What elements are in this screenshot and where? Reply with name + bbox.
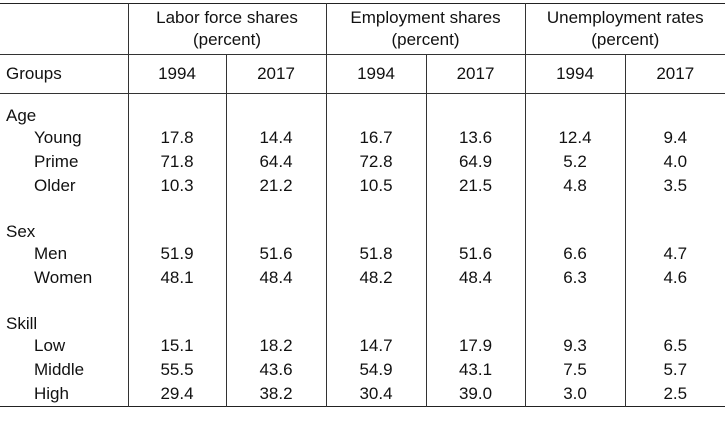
table-cell: 72.8 xyxy=(325,150,426,174)
header-year-row: Groups 1994 2017 1994 2017 1994 2017 xyxy=(0,54,725,94)
table-row: Women 48.1 48.4 48.2 48.4 6.3 4.6 xyxy=(0,266,725,290)
row-label: Middle xyxy=(34,360,85,379)
table-row: Men 51.9 51.6 51.8 51.6 6.6 4.7 xyxy=(0,242,725,266)
table-cell: 12.4 xyxy=(524,126,626,150)
table-row: High 29.4 38.2 30.4 39.0 3.0 2.5 xyxy=(0,382,725,407)
row-label: Men xyxy=(34,244,68,263)
table-cell: 4.7 xyxy=(624,242,725,266)
year-header: 2017 xyxy=(425,54,526,94)
table-cell: 38.2 xyxy=(225,382,326,407)
table-cell: 4.6 xyxy=(624,266,725,290)
group-name: Age xyxy=(6,106,37,125)
group-name: Sex xyxy=(6,222,36,241)
table-cell: 5.2 xyxy=(524,150,626,174)
header-group-row: Labor force shares (percent) Employment … xyxy=(0,3,725,55)
table-cell: 3.5 xyxy=(624,174,725,198)
group-name: Skill xyxy=(6,314,38,333)
row-label: Women xyxy=(34,268,93,287)
table-cell: 17.8 xyxy=(127,126,226,150)
spacer-row xyxy=(0,290,725,302)
column-group-title: Employment shares xyxy=(350,8,501,27)
table-cell: 13.6 xyxy=(425,126,526,150)
table-cell: 71.8 xyxy=(127,150,226,174)
table-cell: 15.1 xyxy=(127,334,226,358)
column-group-header: Unemployment rates (percent) xyxy=(524,3,725,55)
table-row: Prime 71.8 64.4 72.8 64.9 5.2 4.0 xyxy=(0,150,725,174)
row-label: Young xyxy=(34,128,82,147)
table-cell: 54.9 xyxy=(325,358,426,382)
table-cell: 51.6 xyxy=(425,242,526,266)
group-heading-row: Sex xyxy=(0,210,725,242)
column-group-header: Employment shares (percent) xyxy=(325,3,526,55)
table-cell: 48.4 xyxy=(225,266,326,290)
table-cell: 3.0 xyxy=(524,382,626,407)
column-group-title: Unemployment rates xyxy=(546,8,704,27)
column-group-unit: (percent) xyxy=(391,30,460,49)
table-cell: 64.4 xyxy=(225,150,326,174)
year-header: 2017 xyxy=(225,54,326,94)
table-cell: 51.6 xyxy=(225,242,326,266)
table-row: Older 10.3 21.2 10.5 21.5 4.8 3.5 xyxy=(0,174,725,198)
table-cell: 6.5 xyxy=(624,334,725,358)
data-table: Labor force shares (percent) Employment … xyxy=(0,3,725,407)
table-cell: 55.5 xyxy=(127,358,226,382)
column-group-unit: (percent) xyxy=(591,30,660,49)
table-cell: 51.9 xyxy=(127,242,226,266)
table-header: Labor force shares (percent) Employment … xyxy=(0,3,725,94)
table-cell: 21.5 xyxy=(425,174,526,198)
row-label: Prime xyxy=(34,152,79,171)
column-group-unit: (percent) xyxy=(192,30,262,49)
year-header: 1994 xyxy=(325,54,426,94)
year-header: 2017 xyxy=(624,54,725,94)
table-cell: 21.2 xyxy=(225,174,326,198)
table-cell: 10.5 xyxy=(325,174,426,198)
table-cell: 16.7 xyxy=(325,126,426,150)
table-cell: 48.2 xyxy=(325,266,426,290)
year-header: 1994 xyxy=(524,54,626,94)
table-cell: 48.1 xyxy=(127,266,226,290)
table-cell: 43.1 xyxy=(425,358,526,382)
table-cell: 4.0 xyxy=(624,150,725,174)
table-cell: 4.8 xyxy=(524,174,626,198)
groups-column-header: Groups xyxy=(6,64,62,83)
table-cell: 9.3 xyxy=(524,334,626,358)
table-body: Age Young 17.8 14.4 16.7 13.6 12.4 9.4 P… xyxy=(0,93,725,407)
group-heading-row: Skill xyxy=(0,302,725,334)
table-cell: 9.4 xyxy=(624,126,725,150)
table-row: Young 17.8 14.4 16.7 13.6 12.4 9.4 xyxy=(0,126,725,150)
table-row: Low 15.1 18.2 14.7 17.9 9.3 6.5 xyxy=(0,334,725,358)
table-cell: 30.4 xyxy=(325,382,426,407)
group-heading-row: Age xyxy=(0,93,725,126)
table-cell: 14.4 xyxy=(225,126,326,150)
column-group-header: Labor force shares (percent) xyxy=(127,3,326,55)
table-cell: 48.4 xyxy=(425,266,526,290)
table-cell: 6.3 xyxy=(524,266,626,290)
table-cell: 5.7 xyxy=(624,358,725,382)
table-row: Middle 55.5 43.6 54.9 43.1 7.5 5.7 xyxy=(0,358,725,382)
header-corner xyxy=(0,4,128,55)
table-cell: 43.6 xyxy=(225,358,326,382)
table-cell: 29.4 xyxy=(127,382,226,407)
table-cell: 18.2 xyxy=(225,334,326,358)
table-cell: 51.8 xyxy=(325,242,426,266)
spacer-row xyxy=(0,198,725,210)
table-cell: 39.0 xyxy=(425,382,526,407)
row-label: Low xyxy=(34,336,66,355)
column-group-title: Labor force shares xyxy=(156,8,298,27)
row-label: Older xyxy=(34,176,76,195)
year-header: 1994 xyxy=(127,54,226,94)
table-cell: 14.7 xyxy=(325,334,426,358)
table-cell: 2.5 xyxy=(624,382,725,407)
table-cell: 6.6 xyxy=(524,242,626,266)
row-label: High xyxy=(34,384,69,403)
table-cell: 10.3 xyxy=(127,174,226,198)
table-cell: 7.5 xyxy=(524,358,626,382)
table-cell: 64.9 xyxy=(425,150,526,174)
table-cell: 17.9 xyxy=(425,334,526,358)
